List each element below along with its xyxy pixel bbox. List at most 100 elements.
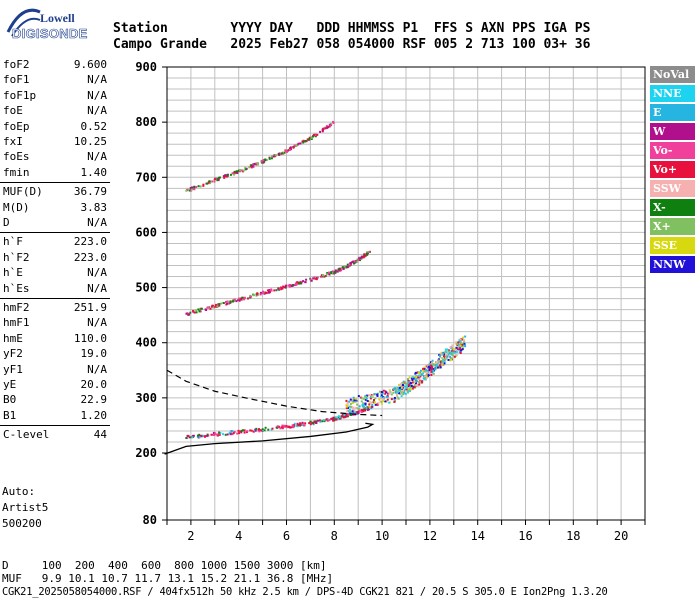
param-name: C-level [3, 428, 50, 442]
param-row: foEs N/A [3, 150, 107, 164]
param-name: B1 [3, 408, 17, 422]
echo-point [417, 378, 420, 381]
echo-point [332, 121, 335, 124]
echo-point [314, 277, 317, 280]
echo-point [425, 369, 428, 372]
echo-point [343, 413, 346, 416]
dashed-model-line [166, 369, 383, 417]
echo-point [366, 252, 369, 255]
echo-point [456, 348, 459, 351]
echo-point [354, 397, 357, 400]
echo-point [313, 276, 316, 279]
echo-point [348, 412, 351, 415]
param-value: N/A [87, 104, 107, 118]
echo-point [296, 422, 299, 425]
echo-point [210, 433, 213, 436]
echo-point [460, 349, 463, 352]
echo-point [418, 374, 421, 377]
echo-point [339, 417, 342, 420]
echo-point [380, 400, 383, 403]
echo-point [417, 383, 420, 386]
echo-point [456, 343, 459, 346]
param-value: N/A [87, 150, 107, 164]
echo-point [324, 127, 327, 130]
x-tick-label: 4 [235, 529, 242, 543]
echo-point [359, 257, 362, 260]
echo-point [464, 345, 467, 348]
legend-item: SSE [650, 237, 695, 254]
echo-point [360, 410, 363, 413]
echo-point [357, 408, 360, 411]
echo-point [252, 163, 255, 166]
y-tick-label: 600 [135, 225, 157, 239]
echo-point [357, 395, 360, 398]
echo-point [304, 281, 307, 284]
echo-point [185, 189, 188, 192]
param-value: 110.0 [73, 331, 107, 345]
header-labels: Station YYYY DAY DDD HHMMSS P1 FFS S AXN… [113, 21, 591, 36]
echo-point [395, 389, 398, 392]
echo-point [313, 420, 316, 423]
echo-point [372, 399, 375, 402]
legend-item: NNE [650, 85, 695, 102]
echo-point [445, 353, 448, 356]
echo-point [291, 424, 294, 427]
param-name: hmE [3, 331, 23, 345]
echo-point [387, 392, 390, 395]
param-value: 0.52 [80, 119, 108, 133]
echo-point [319, 420, 322, 423]
echo-point [440, 351, 443, 354]
param-name: hmF2 [3, 301, 30, 314]
echo-point [454, 349, 457, 352]
echo-point [259, 293, 262, 296]
echo-point [277, 425, 280, 428]
echo-point [358, 256, 361, 259]
echo-point [302, 141, 305, 144]
echo-point [400, 387, 403, 390]
echo-point [380, 391, 383, 394]
echo-point [456, 347, 459, 350]
echo-point [256, 163, 259, 166]
echo-point [412, 377, 415, 380]
echo-point [381, 398, 384, 401]
echo-point [356, 260, 359, 263]
echo-point [191, 188, 194, 191]
echo-point [349, 405, 352, 408]
echo-point [352, 260, 355, 263]
echo-point [185, 312, 188, 315]
x-tick-label: 14 [470, 529, 484, 543]
legend-item: Vo- [650, 142, 695, 159]
echo-point [232, 172, 235, 175]
echo-point [407, 390, 410, 393]
param-row: MUF(D) 36.79 [3, 185, 107, 199]
y-tick-label: 400 [135, 336, 157, 350]
echo-point [310, 279, 313, 282]
echo-point [333, 271, 336, 274]
echo-point [403, 392, 406, 395]
echo-point [255, 294, 258, 297]
echo-point [228, 431, 231, 434]
echo-point [341, 266, 344, 269]
echo-point [232, 300, 235, 303]
echo-point [242, 429, 245, 432]
echo-point [237, 429, 240, 432]
echo-point [464, 335, 467, 338]
echo-point [348, 405, 351, 408]
echo-point [309, 278, 312, 281]
echo-point [200, 307, 203, 310]
echo-point [346, 410, 349, 413]
param-name: hmF1 [3, 316, 30, 330]
echo-point [411, 387, 414, 390]
echo-point [424, 375, 427, 378]
echo-point [314, 135, 317, 138]
echo-point [248, 166, 251, 169]
echo-point [261, 428, 264, 431]
echo-point [218, 303, 221, 306]
echo-point [283, 286, 286, 289]
param-row: h`F2 223.0 [3, 251, 107, 265]
echo-point [310, 136, 313, 139]
echo-point [243, 431, 246, 434]
echo-point [197, 308, 200, 311]
echo-point [451, 349, 454, 352]
header-values: Campo Grande 2025 Feb27 058 054000 RSF 0… [113, 37, 591, 52]
